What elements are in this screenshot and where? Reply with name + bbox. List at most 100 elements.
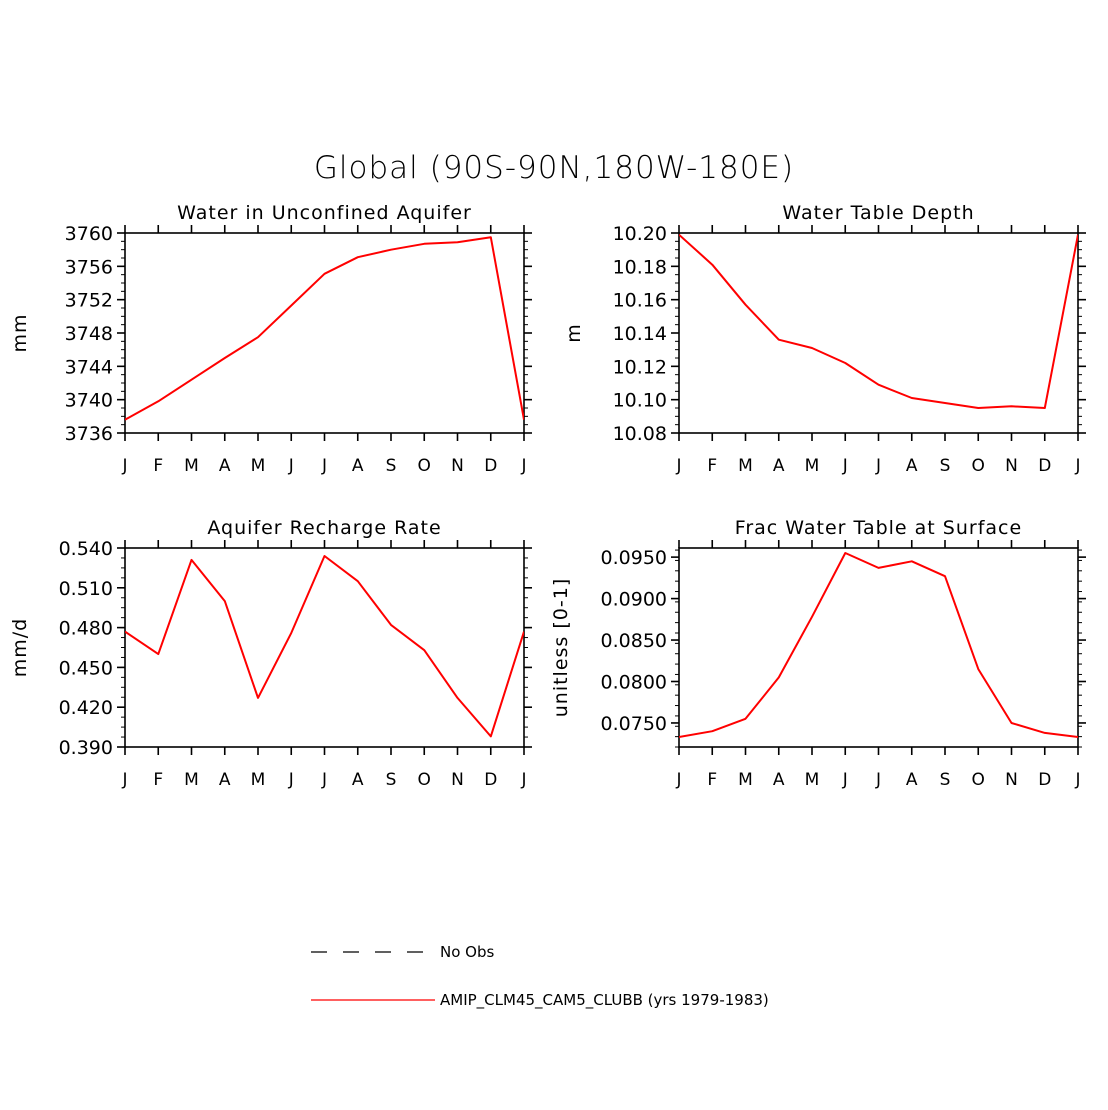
x-tick-label: S <box>386 456 397 476</box>
x-tick-label: O <box>418 770 431 790</box>
x-tick-label: J <box>875 770 881 790</box>
x-tick-label: A <box>219 456 231 476</box>
x-tick-label: J <box>675 456 681 476</box>
y-tick-label: 3748 <box>65 323 113 345</box>
x-tick-label: N <box>1005 456 1018 476</box>
x-tick-label: A <box>219 770 231 790</box>
legend: No Obs AMIP_CLM45_CAM5_CLUBB (yrs 1979-1… <box>311 943 769 1010</box>
panel-title: Water in Unconfined Aquifer <box>177 202 472 224</box>
plot-frame <box>678 232 1079 434</box>
x-tick-label: S <box>386 770 397 790</box>
figure-title: Global (90S-90N,180W-180E) <box>314 150 794 186</box>
panel-3: J F M A M J J A S O N D J0.3900.4200.4500.4800.5100.… <box>9 517 532 790</box>
x-tick-label: A <box>906 770 918 790</box>
panel-title: Frac Water Table at Surface <box>735 517 1022 539</box>
y-tick-label: 0.0900 <box>601 589 667 611</box>
x-tick-label: A <box>773 456 785 476</box>
x-tick-label: D <box>1038 456 1051 476</box>
x-tick-label: M <box>184 770 199 790</box>
x-tick-label: D <box>484 456 497 476</box>
x-tick-label: N <box>451 770 464 790</box>
y-tick-label: 3736 <box>65 423 113 445</box>
x-tick-label: A <box>773 770 785 790</box>
y-tick-label: 3760 <box>65 223 113 245</box>
y-tick-label: 0.390 <box>59 737 113 759</box>
x-tick-label: J <box>321 456 327 476</box>
y-tick-label: 0.450 <box>59 657 113 679</box>
series-line <box>125 236 524 421</box>
y-tick-label: 10.16 <box>613 290 667 312</box>
x-tick-label: J <box>1074 456 1080 476</box>
x-tick-label: J <box>121 456 127 476</box>
y-tick-label: 3740 <box>65 390 113 412</box>
legend-label-model: AMIP_CLM45_CAM5_CLUBB (yrs 1979-1983) <box>440 991 769 1010</box>
x-tick-label: M <box>251 456 266 476</box>
x-tick-label: J <box>288 770 294 790</box>
x-tick-label: F <box>153 770 163 790</box>
y-tick-label: 0.0850 <box>601 630 667 652</box>
y-tick-label: 0.0750 <box>601 713 667 735</box>
series-line <box>125 555 524 738</box>
y-tick-label: 0.540 <box>59 538 113 560</box>
y-tick-label: 3756 <box>65 256 113 278</box>
y-tick-label: 10.08 <box>613 423 667 445</box>
x-tick-label: M <box>805 456 820 476</box>
y-axis-label: unitless [0-1] <box>550 578 572 717</box>
x-tick-label: J <box>520 456 526 476</box>
y-tick-label: 10.14 <box>613 323 667 345</box>
x-tick-label: J <box>321 770 327 790</box>
y-tick-label: 0.0800 <box>601 671 667 693</box>
x-tick-label: F <box>707 456 717 476</box>
y-tick-label: 10.20 <box>613 223 667 245</box>
y-tick-label: 0.0950 <box>601 547 667 569</box>
x-tick-label: N <box>1005 770 1018 790</box>
x-tick-label: A <box>352 456 364 476</box>
panels: J F M A M J J A S O N D J373637403744374837523756376… <box>9 202 1086 790</box>
y-axis-label: mm/d <box>9 618 31 677</box>
panel-title: Aquifer Recharge Rate <box>207 517 441 539</box>
panel-4: J F M A M J J A S O N D J0.07500.08000.08500.09000.0… <box>550 517 1086 790</box>
x-tick-label: J <box>842 456 848 476</box>
x-tick-label: D <box>1038 770 1051 790</box>
x-tick-label: A <box>906 456 918 476</box>
y-tick-label: 3744 <box>65 356 113 378</box>
x-tick-label: S <box>940 456 951 476</box>
x-tick-label: M <box>738 456 753 476</box>
x-tick-label: J <box>675 770 681 790</box>
y-tick-label: 10.10 <box>613 390 667 412</box>
x-tick-label: J <box>520 770 526 790</box>
x-tick-label: M <box>738 770 753 790</box>
x-tick-label: J <box>875 456 881 476</box>
x-tick-label: J <box>842 770 848 790</box>
y-tick-label: 0.480 <box>59 618 113 640</box>
x-tick-label: F <box>153 456 163 476</box>
x-tick-label: O <box>418 456 431 476</box>
y-tick-label: 0.420 <box>59 697 113 719</box>
panel-2: J F M A M J J A S O N D J10.0810.1010.1210.1410.1610… <box>563 202 1086 476</box>
plot-frame <box>124 232 525 434</box>
x-tick-label: M <box>184 456 199 476</box>
x-tick-label: O <box>972 456 985 476</box>
panel-1: J F M A M J J A S O N D J373637403744374837523756376… <box>9 202 532 476</box>
x-tick-label: F <box>707 770 717 790</box>
x-tick-label: O <box>972 770 985 790</box>
y-tick-label: 3752 <box>65 290 113 312</box>
panel-title: Water Table Depth <box>782 202 974 224</box>
x-tick-label: D <box>484 770 497 790</box>
series-line <box>679 233 1078 409</box>
series-line <box>679 552 1078 738</box>
y-tick-label: 10.12 <box>613 356 667 378</box>
y-axis-label: m <box>563 323 585 343</box>
x-tick-label: S <box>940 770 951 790</box>
legend-label-no-obs: No Obs <box>440 943 494 961</box>
y-tick-label: 10.18 <box>613 256 667 278</box>
x-tick-label: J <box>288 456 294 476</box>
x-tick-label: J <box>1074 770 1080 790</box>
plot-frame <box>678 547 1079 748</box>
x-tick-label: M <box>251 770 266 790</box>
y-axis-label: mm <box>9 313 31 352</box>
y-tick-label: 0.510 <box>59 578 113 600</box>
x-tick-label: N <box>451 456 464 476</box>
x-tick-label: M <box>805 770 820 790</box>
